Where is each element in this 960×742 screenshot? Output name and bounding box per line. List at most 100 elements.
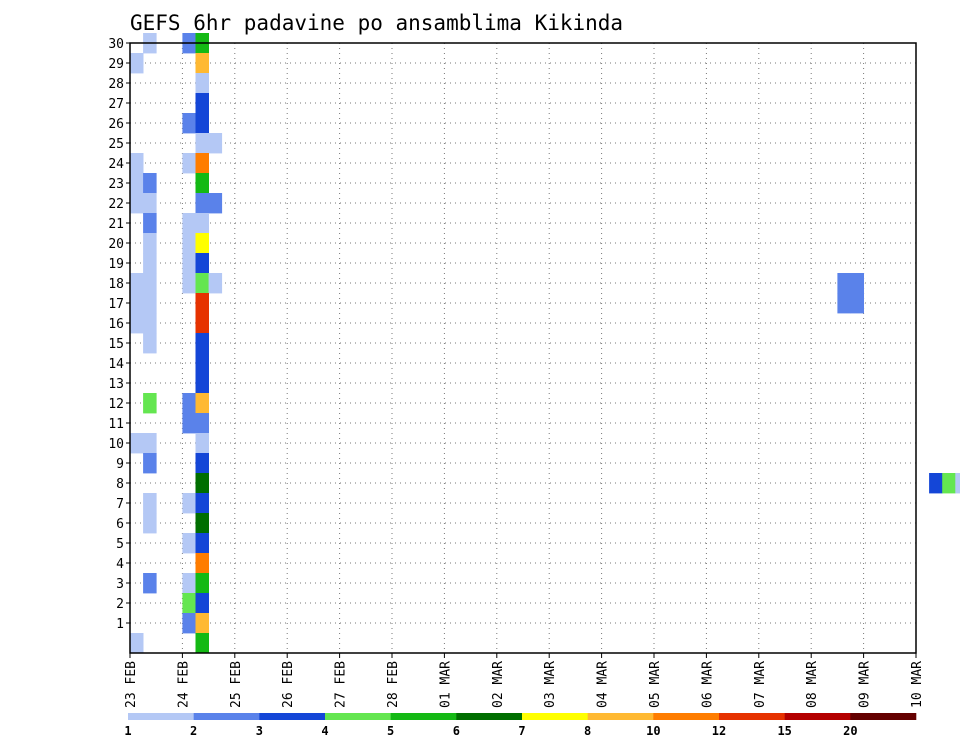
y-tick-label: 20 [108,237,124,252]
heatmap-cell [195,453,209,474]
heatmap-cell [130,53,144,74]
colorbar-label: 4 [321,724,328,738]
heatmap-cell [195,553,209,574]
heatmap-cell [195,573,209,594]
heatmap-cell [130,313,144,334]
y-tick-label: 8 [116,477,124,492]
heatmap-cell [195,313,209,334]
heatmap-cell [182,573,196,594]
y-tick-label: 3 [116,577,124,592]
y-tick-label: 19 [108,257,124,272]
y-tick-label: 7 [116,497,124,512]
heatmap-cell [195,353,209,374]
x-tick-label: 25 FEB [229,661,244,708]
heatmap-cell [143,493,157,514]
x-tick-label: 02 MAR [491,661,506,708]
heatmap-cell [208,273,223,294]
colorbar-label: 7 [518,724,525,738]
heatmap-cell [195,73,209,94]
x-tick-label: 04 MAR [596,661,611,708]
x-tick-label: 07 MAR [753,661,768,708]
heatmap-cell [195,153,209,174]
heatmap-cell [143,313,157,334]
x-tick-label: 26 FEB [281,661,296,708]
x-tick-label: 28 FEB [386,661,401,708]
heatmap-cell [195,333,209,354]
heatmap-cell [942,473,956,494]
colorbar-segment [128,713,194,720]
colorbar-segment [719,713,785,720]
colorbar-label: 12 [712,724,726,738]
heatmap-cell [929,473,943,494]
heatmap-cell [955,473,960,494]
heatmap-cell [195,593,209,614]
heatmap-cell [143,433,157,454]
x-tick-label: 24 FEB [176,661,191,708]
heatmap-cell [850,273,864,294]
y-tick-label: 21 [108,217,124,232]
y-tick-label: 13 [108,377,124,392]
y-tick-label: 10 [108,437,124,452]
heatmap-cell [195,533,209,554]
y-tick-label: 26 [108,117,124,132]
y-tick-label: 30 [108,37,124,52]
heatmap-cell [182,413,196,434]
y-tick-label: 6 [116,517,124,532]
heatmap-cell [195,193,209,214]
heatmap-cell [143,253,157,274]
colorbar-label: 15 [777,724,791,738]
heatmap-cells [130,33,960,654]
heatmap-cell [143,233,157,254]
heatmap-cell [195,113,209,134]
heatmap-cell [143,573,157,594]
y-tick-label: 29 [108,57,124,72]
heatmap-cell [130,293,144,314]
heatmap-cell [143,173,157,194]
colorbar-label: 1 [124,724,131,738]
x-tick-label: 23 FEB [124,661,139,708]
chart-title: GEFS 6hr padavine po ansamblima Kikinda [130,11,623,35]
colorbar-label: 20 [843,724,857,738]
colorbar-segment [784,713,851,720]
heatmap-cell [182,233,196,254]
heatmap-cell [195,133,209,154]
heatmap-cell [195,433,209,454]
y-tick-label: 2 [116,597,124,612]
heatmap-cell [182,253,196,274]
y-tick-label: 5 [116,537,124,552]
heatmap-cell [195,53,209,74]
heatmap-cell [195,493,209,514]
colorbar-label: 10 [646,724,660,738]
heatmap-cell [130,153,144,174]
heatmap-cell [182,533,196,554]
y-tick-label: 18 [108,277,124,292]
y-tick-label: 1 [116,617,124,632]
heatmap-cell [182,393,196,414]
y-tick-label: 24 [108,157,124,172]
heatmap-cell [195,413,209,434]
heatmap-cell [850,293,864,314]
y-tick-label: 27 [108,97,124,112]
colorbar-segment [587,713,654,720]
y-tick-label: 16 [108,317,124,332]
heatmap-cell [195,373,209,394]
heatmap-cell [195,93,209,114]
heatmap-cell [143,273,157,294]
heatmap-cell [195,633,209,654]
y-tick-label: 14 [108,357,124,372]
x-axis: 23 FEB 24 FEB 25 FEB 26 FEB 27 FEB 28 FEB 01 M… [124,653,925,708]
plot-frame [129,42,917,654]
heatmap-cell [195,473,209,494]
y-tick-label: 11 [108,417,124,432]
heatmap-cell [130,633,144,654]
heatmap-cell [130,433,144,454]
grid-lines [130,42,916,653]
x-tick-label: 06 MAR [700,661,715,708]
x-tick-label: 09 MAR [858,661,873,708]
heatmap-cell [195,273,209,294]
heatmap-cell [182,273,196,294]
colorbar-label: 8 [584,724,591,738]
heatmap-cell [195,173,209,194]
heatmap-cell [195,393,209,414]
